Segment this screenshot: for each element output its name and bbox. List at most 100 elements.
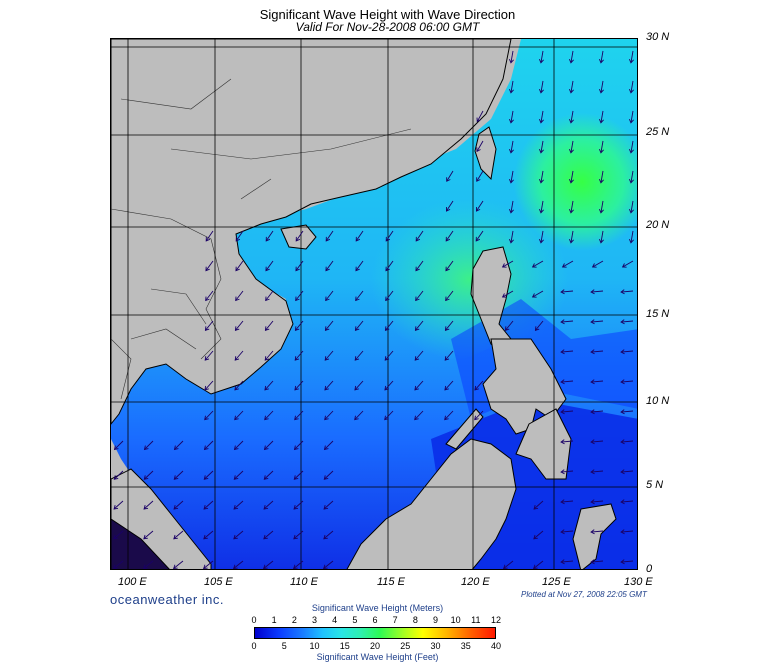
wave-arrow bbox=[620, 379, 634, 385]
wave-arrow bbox=[143, 440, 154, 451]
borneo-island bbox=[346, 438, 517, 569]
wave-arrow bbox=[205, 260, 214, 272]
wave-arrow bbox=[531, 290, 544, 298]
wave-arrow bbox=[620, 439, 634, 445]
wave-arrow bbox=[414, 320, 424, 331]
wave-arrow bbox=[235, 290, 244, 302]
lon-label-115e: 115 E bbox=[377, 576, 405, 588]
wave-arrow bbox=[444, 380, 454, 391]
colorbar-feet-tick: 5 bbox=[281, 641, 287, 651]
wave-arrow bbox=[590, 499, 604, 505]
wave-arrow bbox=[143, 560, 154, 569]
wave-arrow bbox=[263, 440, 274, 451]
lon-label-125e: 125 E bbox=[542, 576, 571, 588]
colorbar-meters-tick: 6 bbox=[372, 615, 378, 625]
colorbar-feet-tick: 30 bbox=[430, 641, 441, 651]
wave-arrow bbox=[508, 170, 514, 184]
lon-label-110e: 110 E bbox=[290, 576, 318, 588]
wave-arrow bbox=[568, 140, 574, 154]
wave-arrow bbox=[560, 529, 574, 535]
wave-arrow bbox=[476, 170, 484, 182]
wave-arrow bbox=[293, 470, 304, 480]
wave-arrow bbox=[590, 289, 604, 295]
colorbar-meters-tick: 1 bbox=[271, 615, 277, 625]
wave-arrow bbox=[324, 350, 334, 361]
wave-arrow bbox=[620, 319, 634, 325]
wave-arrow bbox=[203, 470, 214, 480]
wave-arrow bbox=[538, 230, 544, 244]
wave-arrow bbox=[628, 110, 634, 124]
lon-label-130e: 130 E bbox=[624, 576, 653, 588]
wave-arrow bbox=[355, 230, 364, 242]
wave-arrow bbox=[620, 469, 634, 475]
wave-arrow bbox=[590, 349, 604, 355]
colorbar-feet-tick: 10 bbox=[309, 641, 320, 651]
wave-arrow bbox=[538, 110, 544, 124]
taiwan-island bbox=[474, 126, 497, 181]
wave-arrow bbox=[233, 440, 244, 451]
wave-arrow bbox=[295, 290, 304, 302]
wave-arrow bbox=[534, 320, 544, 331]
wave-arrow bbox=[444, 320, 454, 331]
wave-arrow bbox=[204, 320, 214, 331]
wave-arrow bbox=[568, 170, 574, 184]
wave-arrow bbox=[113, 560, 124, 569]
wave-arrow bbox=[621, 260, 634, 268]
wave-arrow bbox=[113, 530, 124, 540]
wave-arrow bbox=[560, 559, 574, 565]
wave-arrow bbox=[568, 230, 574, 244]
wave-arrow bbox=[538, 50, 544, 64]
wave-arrow bbox=[294, 410, 304, 421]
colorbar-meters-tick: 9 bbox=[432, 615, 438, 625]
wave-arrow bbox=[233, 560, 244, 569]
wave-arrow bbox=[620, 289, 634, 295]
wave-arrow bbox=[354, 320, 364, 331]
wave-arrow bbox=[538, 170, 544, 184]
wave-arrow bbox=[590, 439, 604, 445]
wave-arrow bbox=[203, 440, 214, 451]
lat-label-25n: 25 N bbox=[646, 126, 670, 138]
wave-arrow bbox=[385, 230, 394, 242]
wave-arrow bbox=[204, 380, 214, 391]
wave-arrow bbox=[233, 500, 244, 510]
wave-arrow bbox=[568, 110, 574, 124]
wave-arrow bbox=[590, 319, 604, 325]
wave-arrow bbox=[203, 530, 214, 540]
wave-arrow bbox=[568, 80, 574, 94]
wave-arrow bbox=[560, 349, 574, 355]
sulawesi-island bbox=[572, 503, 617, 569]
colorbar-feet-tick: 25 bbox=[400, 641, 411, 651]
wave-arrow bbox=[235, 260, 244, 272]
mindanao-island bbox=[515, 408, 572, 480]
wave-arrow bbox=[590, 469, 604, 475]
wave-arrow bbox=[234, 410, 244, 421]
colorbar-meters-tick: 5 bbox=[352, 615, 358, 625]
wave-arrow bbox=[264, 380, 274, 391]
country-borders bbox=[111, 78, 412, 400]
wave-arrow bbox=[590, 559, 604, 565]
wave-arrow bbox=[324, 380, 334, 391]
colorbar-meters-tick: 7 bbox=[392, 615, 398, 625]
wave-arrow bbox=[628, 140, 634, 154]
wave-arrow bbox=[628, 230, 634, 244]
wave-arrow bbox=[444, 410, 454, 421]
colorbar-meters-title: Significant Wave Height (Meters) bbox=[311, 603, 444, 613]
colorbar-meters-tick: 2 bbox=[291, 615, 297, 625]
wave-arrow bbox=[620, 499, 634, 505]
colorbar-feet-tick: 20 bbox=[369, 641, 380, 651]
lat-lon-grid bbox=[111, 39, 637, 569]
wave-arrow bbox=[560, 409, 574, 415]
wave-arrow bbox=[560, 439, 574, 445]
wave-arrow bbox=[598, 50, 604, 64]
wave-arrow bbox=[295, 260, 304, 272]
wave-arrow bbox=[538, 200, 544, 214]
wave-arrow bbox=[475, 230, 484, 242]
wave-arrow bbox=[265, 290, 274, 302]
wave-arrow bbox=[354, 410, 364, 421]
wave-arrow bbox=[264, 350, 274, 361]
colorbar-feet-tick: 35 bbox=[460, 641, 471, 651]
wave-height-map[interactable] bbox=[110, 38, 638, 570]
wave-arrow bbox=[113, 470, 124, 480]
wave-arrow bbox=[508, 50, 514, 64]
wave-arrow bbox=[590, 529, 604, 535]
